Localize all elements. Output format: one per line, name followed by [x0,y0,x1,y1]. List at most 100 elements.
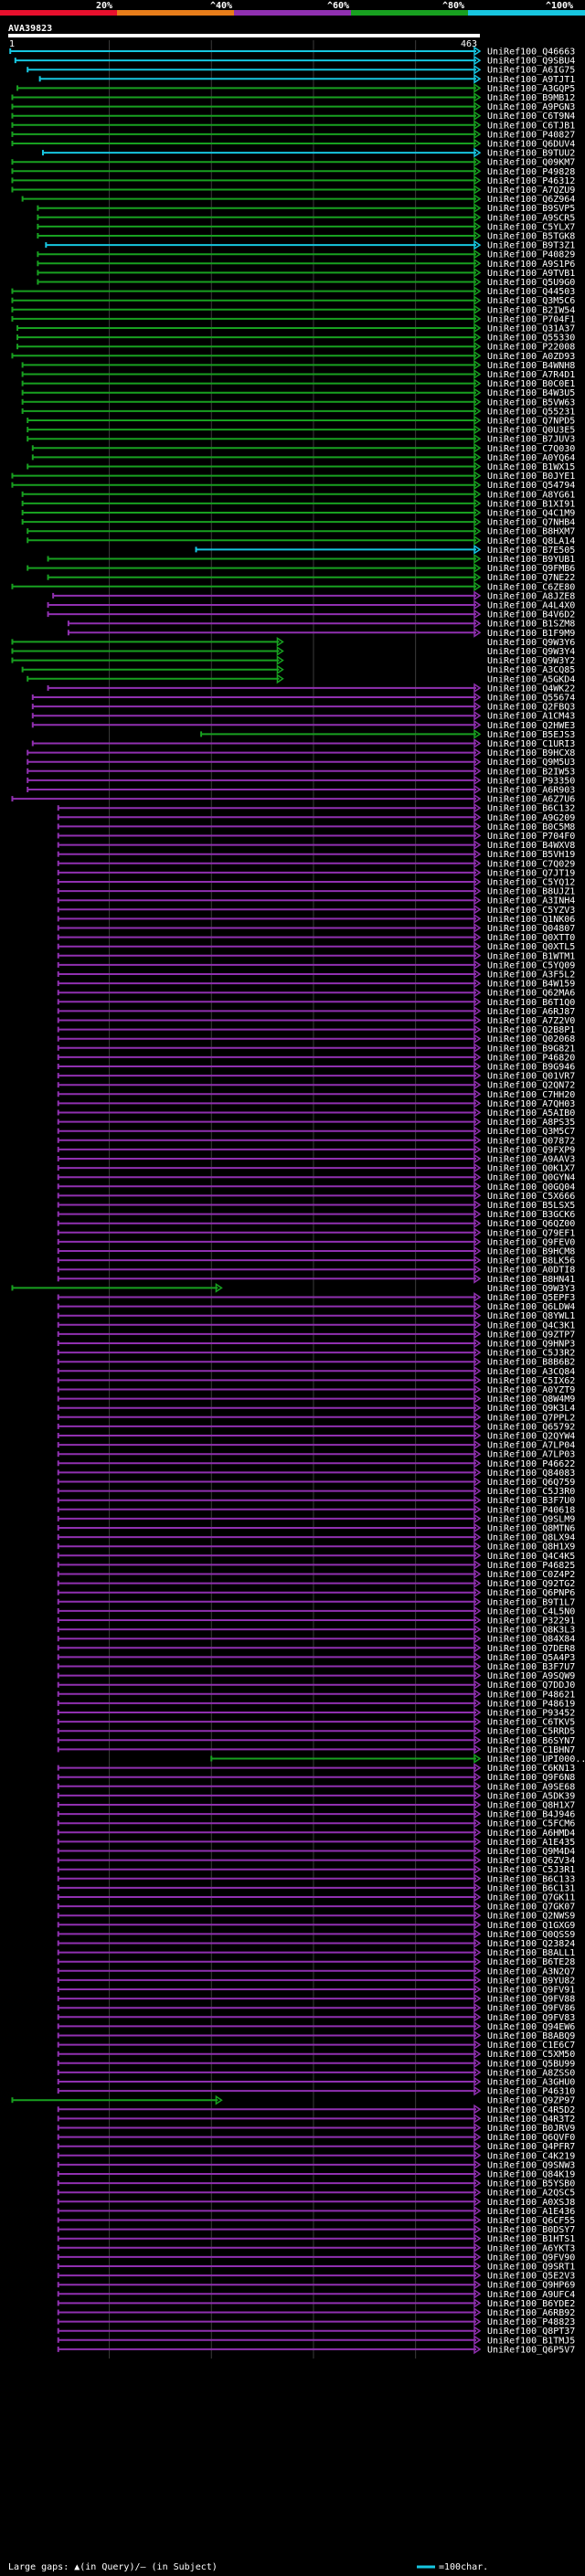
hit-id-label[interactable]: UniRef100_Q7DDJ0 [487,1680,575,1691]
hit-id-label[interactable]: UniRef100_A7LP03 [487,1450,575,1460]
hit-row[interactable]: UniRef100_B9HCX8 [27,747,575,758]
hit-row[interactable]: UniRef100_B1SZM8 [67,618,575,630]
hit-id-label[interactable]: UniRef100_Q2FBQ3 [487,703,575,713]
hit-id-label[interactable]: UniRef100_A6R903 [487,786,575,796]
hit-id-label[interactable]: UniRef100_Q8H1X9 [487,1542,575,1553]
hit-id-label[interactable]: UniRef100_Q94EW6 [487,2022,575,2032]
hit-row[interactable]: UniRef100_Q0U3E5 [27,424,575,436]
hit-row[interactable]: UniRef100_A1CM43 [31,710,576,722]
hit-id-label[interactable]: UniRef100_A1E435 [487,1838,575,1848]
hit-row[interactable]: UniRef100_Q5U9G0 [37,277,575,288]
hit-row[interactable]: UniRef100_Q31A37 [16,323,575,334]
hit-row[interactable]: UniRef100_Q9FMB6 [27,563,575,574]
hit-id-label[interactable]: UniRef100_Q5E2V3 [487,2272,575,2282]
hit-row[interactable]: UniRef100_C5J3R1 [57,1864,576,1875]
hit-id-label[interactable]: UniRef100_Q3M5C7 [487,1127,575,1137]
hit-row[interactable]: UniRef100_B0JRV9 [57,2123,576,2134]
hit-id-label[interactable]: UniRef100_B8LK56 [487,1256,575,1267]
hit-row[interactable]: UniRef100_A7R4D1 [21,369,576,380]
hit-id-label[interactable]: UniRef100_Q9ZTP7 [487,1330,575,1340]
hit-row[interactable]: UniRef100_C7Q029 [57,858,576,869]
hit-id-label[interactable]: UniRef100_B9HCM8 [487,1247,575,1257]
hit-id-label[interactable]: UniRef100_A8JZE8 [487,591,575,601]
hit-id-label[interactable]: UniRef100_P40827 [487,130,575,140]
hit-row[interactable]: UniRef100_A3GHU0 [57,2076,576,2088]
hit-row[interactable]: UniRef100_Q0QSS9 [57,1928,576,1940]
hit-row[interactable]: UniRef100_C5RRD5 [57,1725,576,1737]
hit-id-label[interactable]: UniRef100_B4WXV8 [487,841,575,851]
hit-row[interactable]: UniRef100_Q0GQ04 [57,1181,576,1193]
hit-id-label[interactable]: UniRef100_B9G821 [487,1044,575,1054]
hit-row[interactable]: UniRef100_Q9FV83 [57,2011,576,2023]
hit-row[interactable]: UniRef100_B3GCK6 [57,1209,576,1220]
hit-id-label[interactable]: UniRef100_Q31A37 [487,324,575,334]
hit-id-label[interactable]: UniRef100_B9HCX8 [487,748,575,758]
hit-row[interactable]: UniRef100_C5YQ09 [57,959,576,970]
hit-id-label[interactable]: UniRef100_Q7DER8 [487,1644,575,1654]
hit-id-label[interactable]: UniRef100_P48619 [487,1699,575,1709]
hit-id-label[interactable]: UniRef100_A6RB92 [487,2308,575,2318]
hit-id-label[interactable]: UniRef100_A5DK39 [487,1791,575,1801]
hit-id-label[interactable]: UniRef100_P93452 [487,1709,575,1719]
hit-row[interactable]: UniRef100_B9MB12 [11,92,575,103]
hit-row[interactable]: UniRef100_B8UJZ1 [57,885,576,897]
hit-row[interactable]: UniRef100_Q9HP69 [57,2279,576,2291]
hit-row[interactable]: UniRef100_B3F7U0 [57,1495,576,1506]
hit-id-label[interactable]: UniRef100_B1XI91 [487,499,575,509]
hit-id-label[interactable]: UniRef100_Q5U9G0 [487,278,575,288]
hit-id-label[interactable]: UniRef100_C0Z4P2 [487,1570,575,1580]
hit-id-label[interactable]: UniRef100_Q0XTT0 [487,933,575,943]
hit-id-label[interactable]: UniRef100_B6T1Q0 [487,998,575,1008]
hit-row[interactable]: UniRef100_C7HH20 [57,1088,576,1100]
hit-row[interactable]: UniRef100_B1HTS1 [57,2233,576,2244]
hit-row[interactable]: UniRef100_Q0K1X7 [57,1162,576,1174]
hit-row[interactable]: UniRef100_A4L4X0 [47,599,576,611]
hit-row[interactable]: UniRef100_C4L5N0 [57,1606,576,1617]
hit-id-label[interactable]: UniRef100_B7E505 [487,546,575,556]
hit-row[interactable]: UniRef100_A7Z2V0 [57,1015,576,1026]
hit-id-label[interactable]: UniRef100_A7R4D1 [487,370,575,380]
hit-row[interactable]: UniRef100_Q9SRT1 [57,2261,576,2273]
hit-row[interactable]: UniRef100_C5YLX7 [37,221,575,232]
hit-id-label[interactable]: UniRef100_A8YG61 [487,490,575,500]
hit-row[interactable]: UniRef100_Q2NWS9 [57,1910,576,1922]
hit-row[interactable]: UniRef100_Q8LA14 [27,535,575,546]
hit-id-label[interactable]: UniRef100_B9YUB1 [487,555,575,565]
hit-row[interactable]: UniRef100_A3INH4 [57,895,576,906]
hit-id-label[interactable]: UniRef100_C1E6C7 [487,2041,575,2051]
hit-row[interactable]: UniRef100_Q0GYN4 [57,1171,576,1183]
hit-row[interactable]: UniRef100_Q9FV86 [57,2002,576,2014]
hit-id-label[interactable]: UniRef100_P48621 [487,1690,575,1700]
hit-row[interactable]: UniRef100_A0DTI8 [57,1264,576,1276]
hit-id-label[interactable]: UniRef100_Q9FEV0 [487,1237,575,1247]
hit-row[interactable]: UniRef100_Q9FXP9 [57,1144,576,1155]
hit-row[interactable]: UniRef100_B9HCM8 [57,1246,576,1257]
hit-id-label[interactable]: UniRef100_A7Z2V0 [487,1016,575,1026]
hit-row[interactable]: UniRef100_Q9FV90 [57,2252,576,2263]
hit-row[interactable]: UniRef100_Q7JT19 [57,867,576,878]
hit-id-label[interactable]: UniRef100_B8HXM7 [487,527,575,537]
hit-row[interactable]: UniRef100_B1XI91 [21,498,576,509]
hit-id-label[interactable]: UniRef100_B9T3Z1 [487,241,575,251]
hit-id-label[interactable]: UniRef100_Q7NHB4 [487,518,575,528]
hit-id-label[interactable]: UniRef100_A0YQ64 [487,453,575,463]
hit-id-label[interactable]: UniRef100_Q9HNP3 [487,1340,575,1350]
hit-row[interactable]: UniRef100_Q7NHB4 [21,516,576,528]
hit-id-label[interactable]: UniRef100_A9TJT1 [487,75,575,85]
hit-id-label[interactable]: UniRef100_B4V6D2 [487,610,575,620]
hit-id-label[interactable]: UniRef100_B0C0E1 [487,379,575,389]
hit-id-label[interactable]: UniRef100_P704F1 [487,314,575,324]
hit-row[interactable]: UniRef100_Q9FV91 [57,1984,576,1996]
hit-id-label[interactable]: UniRef100_Q01VR7 [487,1072,575,1082]
hit-id-label[interactable]: UniRef100_A3GHU0 [487,2078,575,2088]
hit-id-label[interactable]: UniRef100_Q84K19 [487,2170,575,2180]
hit-id-label[interactable]: UniRef100_Q7NE22 [487,573,575,583]
hit-id-label[interactable]: UniRef100_B6SYN7 [487,1736,575,1746]
hit-row[interactable]: UniRef100_P32291 [57,1615,576,1627]
hit-id-label[interactable]: UniRef100_C5YZV3 [487,906,575,916]
hit-row[interactable]: UniRef100_A3N2Q7 [57,1966,576,1977]
hit-id-label[interactable]: UniRef100_Q09KM7 [487,158,575,168]
hit-row[interactable]: UniRef100_P48823 [57,2316,576,2327]
hit-id-label[interactable]: UniRef100_P46820 [487,1053,575,1063]
hit-row[interactable]: UniRef100_Q6DUV4 [11,138,575,150]
